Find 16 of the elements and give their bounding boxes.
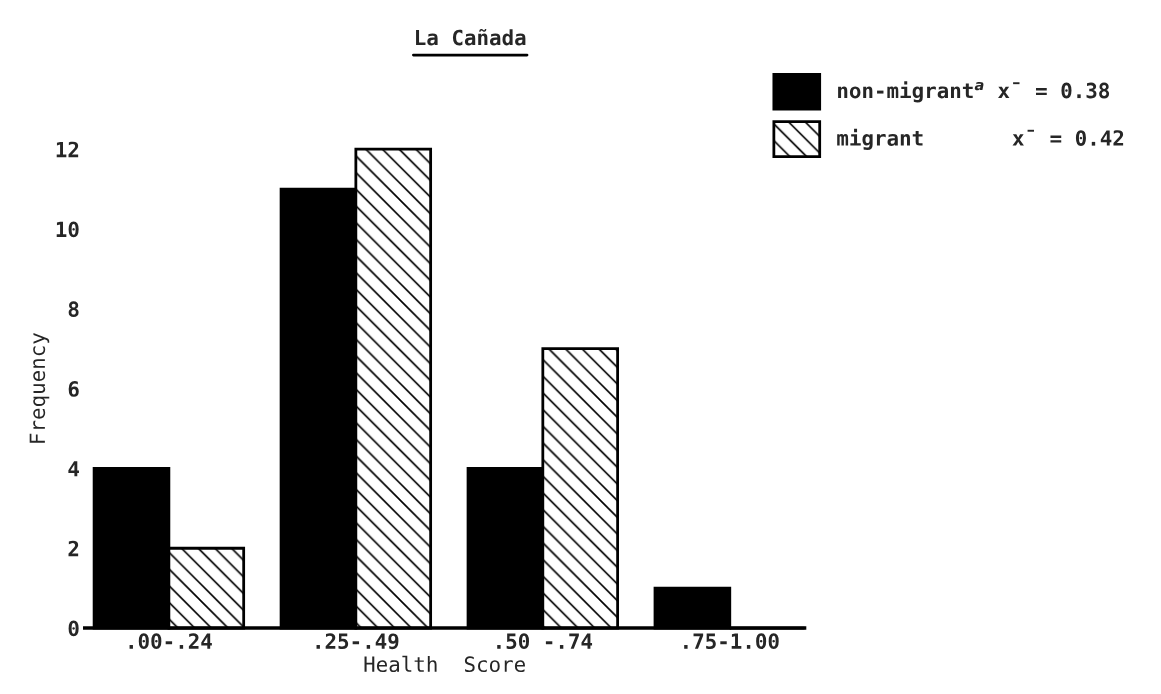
x-tick-label: .75-1.00 [684, 633, 779, 650]
x-tick-label: .50 -.74 [497, 633, 593, 650]
y-axis-title: Frequency [29, 333, 50, 443]
y-tick-label: 8 [68, 301, 79, 318]
y-tick-label: 10 [56, 221, 79, 238]
legend-label: non-migrant$^{a}$ x̄ = 0.38 [838, 81, 1110, 103]
y-tick-label: 0 [68, 620, 79, 637]
legend-label: migrant x̄ = 0.42 [837, 128, 1124, 150]
x-tick-label: .25-.49 [316, 633, 399, 650]
y-tick-label: 4 [68, 461, 79, 477]
y-tick-label: 12 [56, 141, 79, 158]
y-tick-label: 6 [68, 381, 79, 397]
x-tick-label: .00-.24 [129, 633, 212, 650]
chart-title: La Cañada [416, 28, 526, 46]
x-axis-title: Health Score [364, 655, 525, 673]
y-tick-label: 2 [68, 540, 79, 557]
